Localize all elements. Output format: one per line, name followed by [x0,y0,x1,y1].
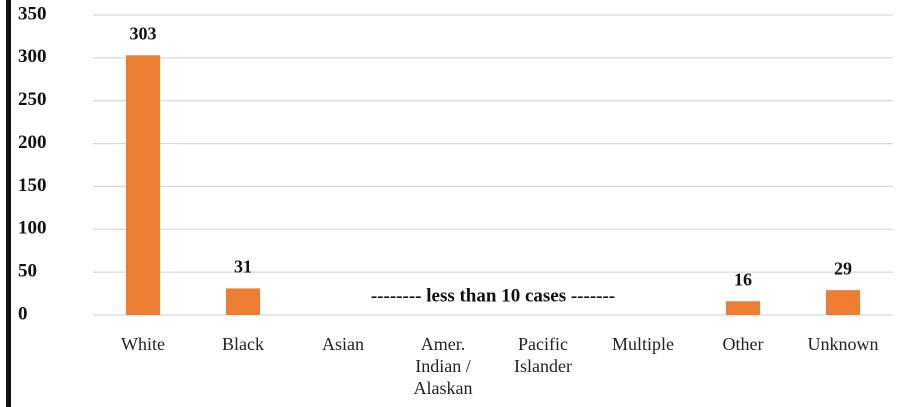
value-label: 29 [834,258,852,278]
x-tick-label: Black [222,334,264,354]
x-tick-label: Asian [322,334,364,354]
y-tick-label: 0 [18,303,28,324]
x-tick-label: White [121,334,165,354]
x-tick-label: Amer. Indian / Alaskan [413,334,473,398]
x-tick-label: Pacific Islander [514,334,572,376]
value-label: 31 [234,257,252,277]
value-label: 303 [130,23,157,43]
y-tick-label: 150 [18,175,47,196]
annotation: -------- less than 10 cases ------- [371,285,615,306]
y-tick-label: 300 [18,46,47,67]
bar [226,288,260,315]
y-tick-label: 200 [18,132,47,153]
y-tick-label: 100 [18,218,47,239]
bar [826,290,860,315]
left-border [6,0,11,407]
x-tick-label: Multiple [612,334,674,354]
x-tick-label: Other [722,334,764,354]
bar [126,55,160,316]
value-label: 16 [734,269,752,289]
bar [726,301,760,315]
y-tick-label: 50 [18,261,37,282]
y-tick-label: 250 [18,89,47,110]
y-tick-label: 350 [18,3,47,24]
x-tick-label: Unknown [807,334,879,354]
